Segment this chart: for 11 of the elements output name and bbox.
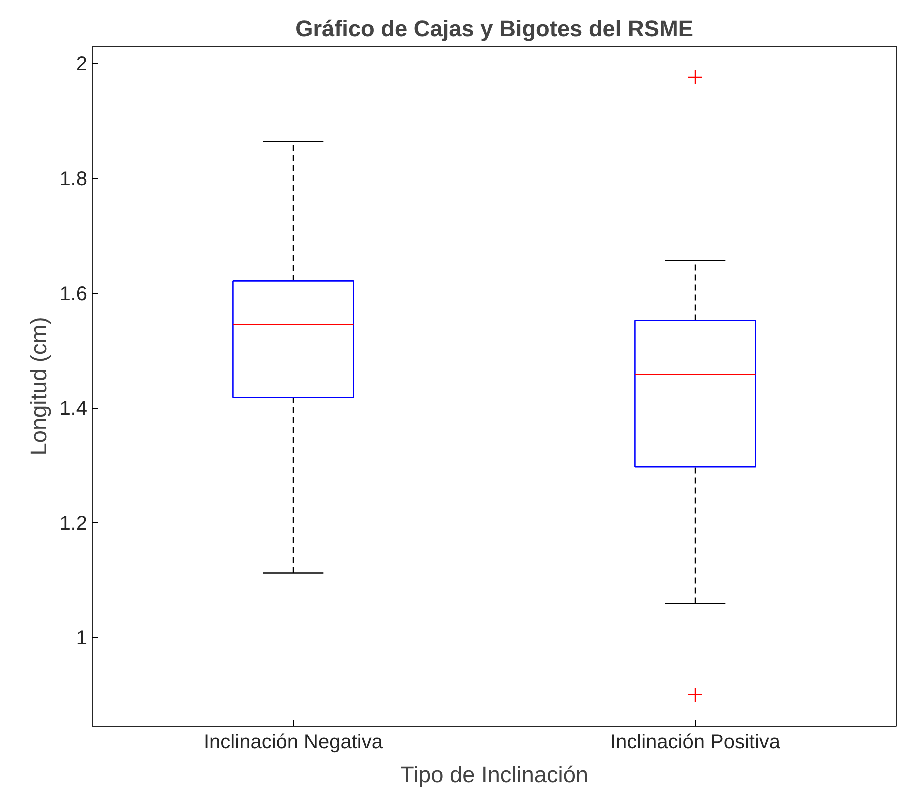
x-tick-label: Inclinación Positiva: [610, 732, 782, 754]
y-tick-label: 2: [76, 54, 88, 76]
y-tick-label: 1.4: [60, 398, 88, 420]
y-tick-label: 1: [76, 628, 88, 650]
y-axis-title: Longitud (cm): [26, 317, 52, 456]
y-tick-label: 1.2: [60, 512, 88, 535]
y-tick-label: 1.8: [60, 168, 88, 190]
x-axis-title: Tipo de Inclinación: [400, 762, 589, 788]
chart-title: Gráfico de Cajas y Bigotes del RSME: [296, 16, 694, 42]
y-tick-label: 1.6: [60, 283, 88, 306]
x-tick-label: Inclinación Negativa: [204, 732, 384, 754]
